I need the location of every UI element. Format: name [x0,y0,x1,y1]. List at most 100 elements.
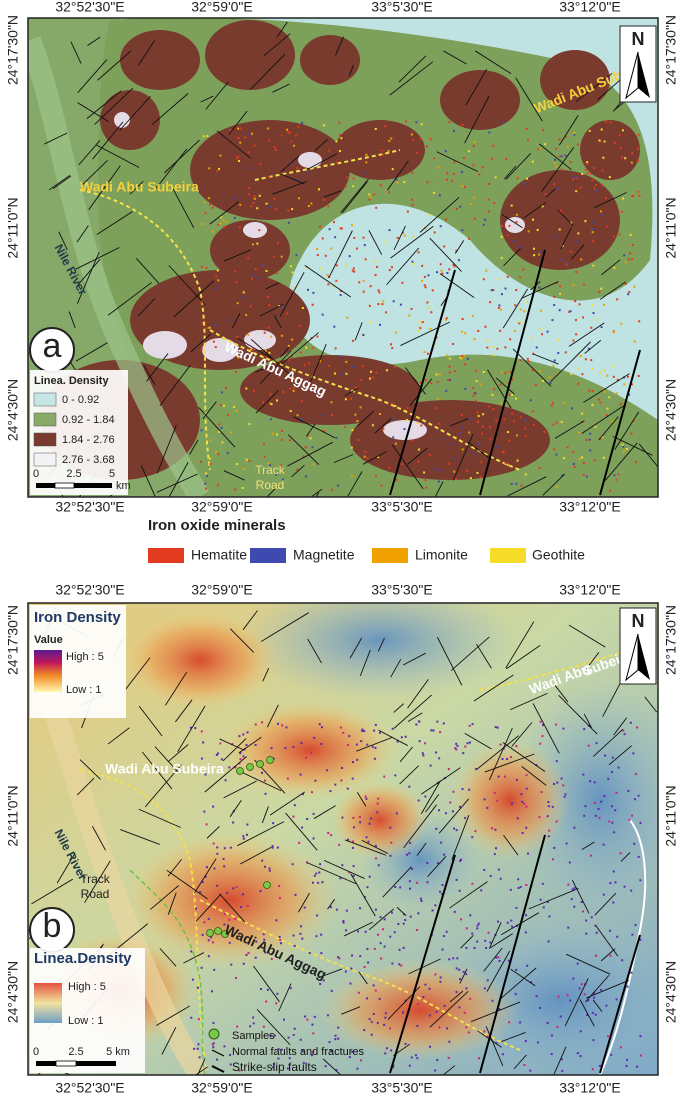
mineral-pixel [581,412,584,415]
mineral-pixel [486,346,489,349]
iron-pixel [455,748,458,751]
mineral-pixel [395,178,398,181]
mineral-pixel [232,346,235,349]
iron-pixel [439,980,442,983]
mineral-pixel [316,391,319,394]
mineral-pixel [220,216,223,219]
iron-pixel [631,933,634,936]
mineral-pixel [424,379,427,382]
iron-pixel [195,907,198,910]
iron-pixel [327,832,330,835]
fault-line [146,353,169,382]
mineral-pixel [551,401,554,404]
iron-pixel [476,924,479,927]
mineral-pixel [312,463,315,466]
mineral-pixel [569,250,572,253]
mineral-pixel [508,394,511,397]
mineral-pixel [572,462,575,465]
mineral-pixel [323,198,326,201]
fault-line [154,148,188,191]
mineral-pixel [226,452,229,455]
mineral-pixel [501,451,504,454]
mineral-pixel [477,329,480,332]
right-tick: 24°4'30"N [663,379,679,441]
mineral-pixel [451,179,454,182]
fault-line [242,772,282,792]
fault-line [238,736,262,754]
fault-line [291,464,305,478]
fault-line [58,231,68,250]
mineral-pixel [423,471,426,474]
mineral-pixel [406,406,409,409]
iron-pixel [270,747,273,750]
iron-pixel [451,810,454,813]
iron-pixel [334,783,337,786]
iron-pixel [446,1027,449,1030]
fault-line [328,230,353,279]
mineral-pixel [601,436,604,439]
iron-pixel [582,773,585,776]
fault-line [140,465,156,497]
mineral-pixel [512,420,515,423]
iron-pixel [469,997,472,1000]
iron-pixel [495,1042,498,1045]
iron-pixel [300,741,303,744]
iron-pixel [557,995,560,998]
mineral-pixel [275,399,278,402]
map-frame [27,17,659,498]
fault-line [70,41,82,64]
fault-line [402,652,426,666]
bottom-tick: 32°59'0"E [191,499,253,515]
fault-line [528,887,579,910]
iron-pixel [420,897,423,900]
mineral-pixel [266,295,269,298]
mineral-pixel [391,402,394,405]
fault-line [489,727,513,781]
mineral-pixel [586,172,589,175]
iron-pixel [372,1013,375,1016]
iron-pixel [359,955,362,958]
fault-line [382,866,412,898]
bottom-tick: 32°52'30"E [55,1080,124,1096]
iron-pixel [611,756,614,759]
fault-line [107,281,153,316]
fault-line [429,990,469,1028]
fault-line [532,703,560,754]
iron-pixel [298,841,301,844]
iron-pixel [465,1026,468,1029]
mineral-pixel [439,263,442,266]
iron-pixel [366,997,369,1000]
iron-pixel [519,1021,522,1024]
mineral-pixel [461,355,464,358]
mineral-pixel [538,370,541,373]
mineral-pixel [218,423,221,426]
mineral-pixel [219,154,222,157]
fault-line [460,935,474,949]
iron-pixel [399,886,402,889]
iron-pixel [631,814,634,817]
coords-b: 32°52'30"E 32°59'0"E 33°5'30"E 33°12'0"E… [5,582,679,1096]
iron-pixel [469,914,472,917]
mineral-pixel [590,326,593,329]
iron-pixel [254,744,257,747]
iron-pixel [517,878,520,881]
iron-pixel [278,935,281,938]
iron-pixel [613,831,616,834]
mineral-pixel [214,324,217,327]
mineral-pixel [593,167,596,170]
mineral-pixel [513,330,516,333]
iron-pixel [398,948,401,951]
mineral-pixel [225,387,228,390]
iron-pixel [245,744,248,747]
mineral-pixel [234,488,237,491]
mineral-pixel [356,420,359,423]
fault-line [82,160,108,185]
iron-pixel [340,779,343,782]
iron-pixel [306,1018,309,1021]
legend-title: Iron Density [34,609,121,626]
place-label: Track [80,872,111,886]
iron-pixel [223,923,226,926]
mineral-pixel [539,309,542,312]
iron-pixel [197,1043,200,1046]
iron-pixel [366,886,369,889]
